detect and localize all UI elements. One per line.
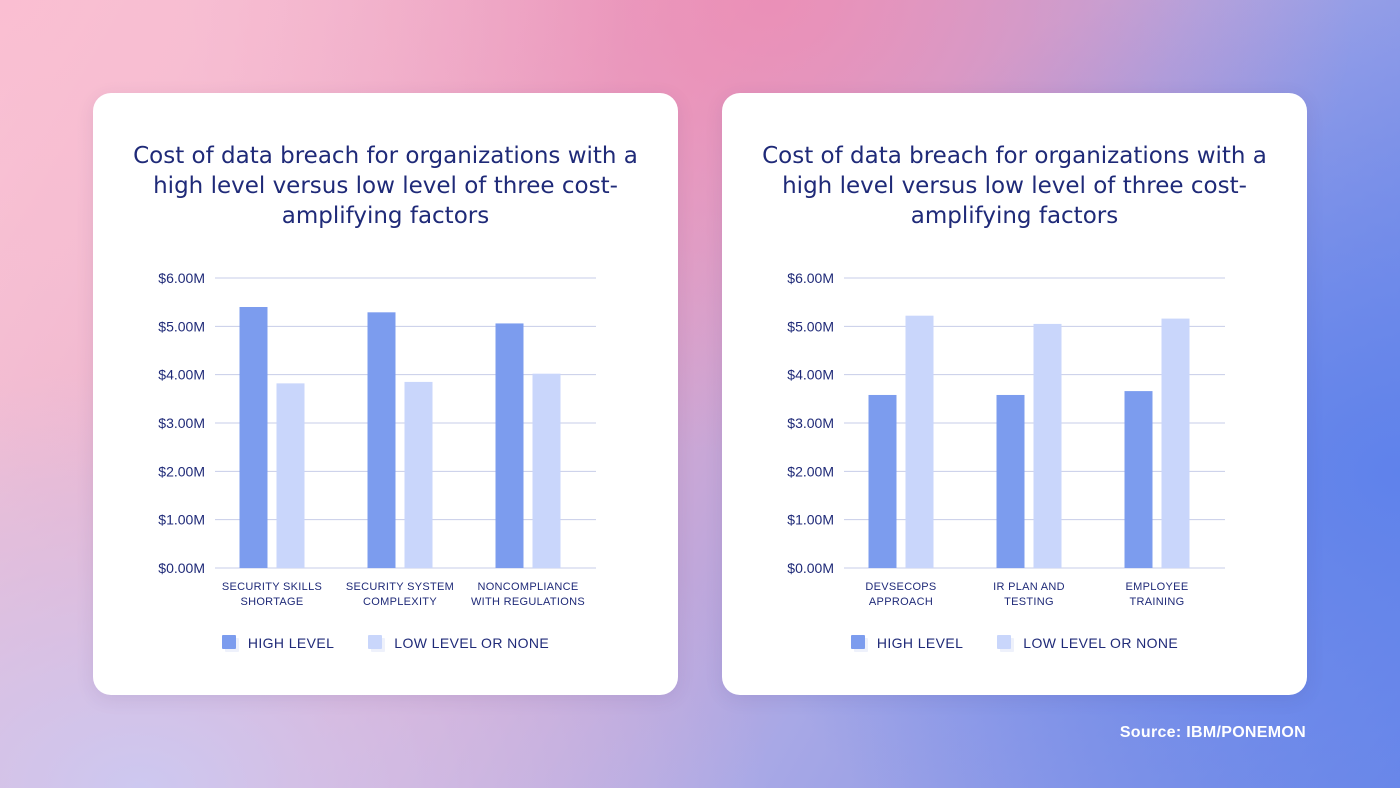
x-category-label-line: TESTING	[1004, 596, 1054, 608]
y-tick-label: $6.00M	[787, 270, 834, 286]
chart-title: Cost of data breach for organizations wi…	[762, 143, 1267, 229]
y-tick-label: $3.00M	[158, 415, 205, 431]
bar-high-level	[1124, 391, 1153, 568]
x-category-label-line: SECURITY SYSTEM	[346, 581, 454, 593]
chart-card-right: Cost of data breach for organizations wi…	[722, 93, 1307, 695]
low-level-swatch	[997, 635, 1015, 652]
chart-legend: HIGH LEVEL LOW LEVEL OR NONE	[93, 635, 678, 652]
high-level-swatch	[221, 635, 239, 652]
legend-label-low: LOW LEVEL OR NONE	[1023, 635, 1179, 651]
x-category-label-line: DEVSECOPS	[865, 581, 936, 593]
y-tick-label: $0.00M	[787, 560, 834, 576]
bar-low-level	[1161, 318, 1190, 568]
chart-legend: HIGH LEVEL LOW LEVEL OR NONE	[722, 635, 1307, 652]
x-category-label-line: COMPLEXITY	[363, 596, 437, 608]
x-category-label: DEVSECOPS APPROACH	[865, 581, 936, 608]
legend-item-low: LOW LEVEL OR NONE	[997, 635, 1179, 652]
y-tick-label: $3.00M	[787, 415, 834, 431]
y-tick-label: $5.00M	[787, 318, 834, 334]
chart-title: Cost of data breach for organizations wi…	[133, 143, 638, 229]
bar-low-level	[276, 383, 305, 568]
x-category-label-line: NONCOMPLIANCE	[477, 581, 578, 593]
x-category-label: EMPLOYEE TRAINING	[1126, 581, 1189, 608]
y-tick-label: $1.00M	[158, 512, 205, 528]
legend-item-low: LOW LEVEL OR NONE	[368, 635, 550, 652]
low-level-swatch	[368, 635, 386, 652]
x-category-label-line: IR PLAN AND	[993, 581, 1065, 593]
bar-high-level	[367, 312, 396, 568]
y-tick-label: $6.00M	[158, 270, 205, 286]
bar-chart: $0.00M $1.00M $2.00M $3.00M $4.00M $5.00M $6.0…	[787, 270, 1225, 608]
x-category-label-line: TRAINING	[1130, 596, 1185, 608]
bar-chart: $0.00M $1.00M $2.00M $3.00M $4.00M $5.00M $6.0…	[158, 270, 596, 608]
x-category-label-line: SECURITY SKILLS	[222, 581, 322, 593]
y-tick-label: $2.00M	[787, 463, 834, 479]
bar-high-level	[868, 394, 897, 568]
high-level-swatch	[850, 635, 868, 652]
legend-item-high: HIGH LEVEL	[850, 635, 964, 652]
y-tick-label: $2.00M	[158, 463, 205, 479]
x-category-label-line: SHORTAGE	[240, 596, 303, 608]
x-category-label-line: APPROACH	[869, 596, 933, 608]
y-tick-label: $1.00M	[787, 512, 834, 528]
y-tick-label: $0.00M	[158, 560, 205, 576]
legend-label-high: HIGH LEVEL	[247, 635, 335, 651]
x-category-label-line: EMPLOYEE	[1126, 581, 1189, 593]
chart-card-left: Cost of data breach for organizations wi…	[93, 93, 678, 695]
bar-high-level	[996, 394, 1025, 568]
bar-high-level	[495, 323, 524, 568]
bar-low-level	[404, 381, 433, 568]
legend-label-low: LOW LEVEL OR NONE	[394, 635, 550, 651]
legend-label-high: HIGH LEVEL	[876, 635, 964, 651]
y-tick-label: $4.00M	[158, 367, 205, 383]
x-category-label-line: WITH REGULATIONS	[471, 596, 585, 608]
x-category-label: SECURITY SYSTEM COMPLEXITY	[346, 581, 454, 608]
x-category-label: SECURITY SKILLS SHORTAGE	[222, 581, 322, 608]
bar-low-level	[1033, 323, 1062, 568]
bar-high-level	[239, 307, 268, 568]
y-tick-label: $5.00M	[158, 318, 205, 334]
legend-item-high: HIGH LEVEL	[221, 635, 335, 652]
x-category-label: IR PLAN AND TESTING	[993, 581, 1065, 608]
x-category-label: NONCOMPLIANCE WITH REGULATIONS	[471, 581, 585, 608]
source-credit: Source: IBM/PONEMON	[1119, 724, 1306, 741]
bar-low-level	[905, 315, 934, 568]
bar-low-level	[532, 373, 561, 568]
y-tick-label: $4.00M	[787, 367, 834, 383]
